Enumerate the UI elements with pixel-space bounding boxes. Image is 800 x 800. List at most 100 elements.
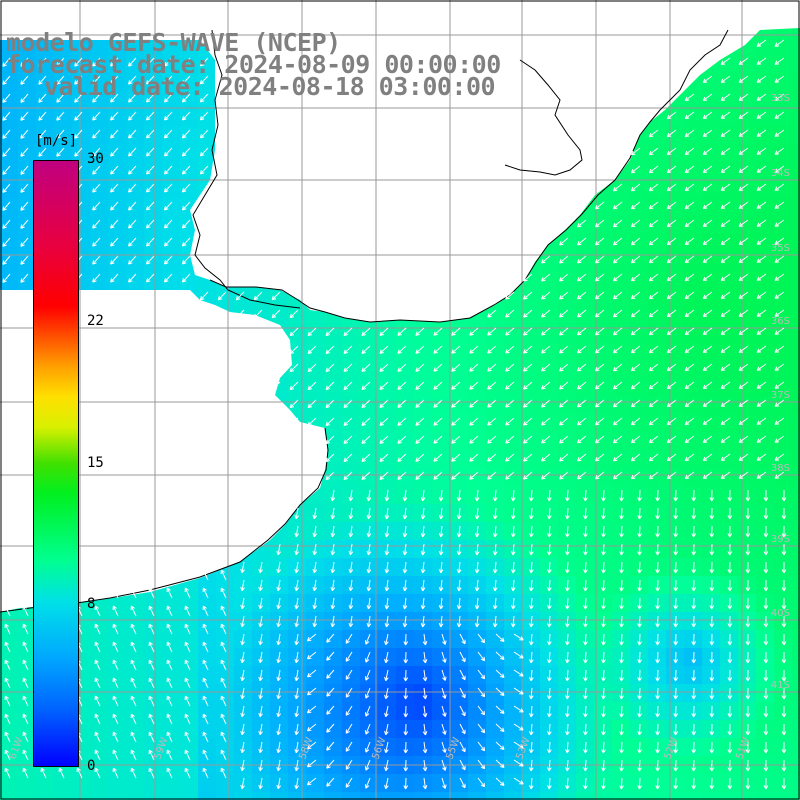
wind-arrow	[184, 731, 191, 743]
wind-arrow	[709, 543, 715, 556]
wind-arrow	[738, 201, 749, 209]
wind-arrow	[459, 705, 466, 717]
wind-arrow	[709, 615, 715, 628]
wind-arrow	[709, 705, 715, 718]
wind-arrow	[702, 93, 713, 102]
wind-arrow	[774, 471, 785, 479]
wind-arrow	[306, 669, 317, 678]
wind-arrow	[289, 399, 299, 409]
wind-arrow	[148, 587, 155, 599]
wind-arrow	[745, 741, 751, 754]
wind-arrow	[163, 129, 173, 139]
wind-arrow	[630, 201, 641, 210]
wind-arrow	[495, 669, 505, 678]
wind-arrow	[276, 597, 282, 610]
wind-arrow	[594, 453, 605, 462]
wind-arrow	[220, 641, 227, 653]
wind-arrow	[583, 651, 588, 664]
wind-arrow	[702, 147, 713, 156]
wind-arrow	[330, 507, 336, 520]
wind-arrow	[92, 255, 101, 265]
wind-arrow	[702, 165, 713, 174]
wind-arrow	[576, 237, 587, 246]
wind-arrow	[763, 615, 769, 628]
wind-arrow	[202, 695, 209, 707]
wind-arrow	[202, 605, 209, 617]
wind-arrow	[477, 705, 486, 716]
wind-arrow	[666, 147, 677, 156]
wind-arrow	[619, 489, 624, 502]
wind-arrow	[619, 759, 624, 772]
wind-arrow	[547, 633, 552, 646]
wind-arrow	[220, 695, 227, 707]
wind-arrow	[673, 759, 679, 772]
wind-arrow	[348, 507, 354, 520]
wind-arrow	[22, 605, 29, 617]
wind-arrow	[702, 273, 713, 282]
wind-arrow	[112, 605, 119, 617]
wind-arrow	[384, 633, 389, 646]
wind-arrow	[738, 291, 749, 299]
wind-arrow	[673, 489, 679, 502]
wind-arrow	[128, 219, 137, 229]
wind-arrow	[655, 651, 660, 664]
wind-arrow	[148, 677, 155, 689]
wind-arrow	[217, 291, 227, 301]
wind-arrow	[477, 651, 486, 662]
wind-arrow	[474, 579, 480, 592]
wind-arrow	[612, 435, 623, 444]
wind-arrow	[402, 579, 408, 592]
wind-arrow	[199, 57, 209, 67]
wind-arrow	[441, 633, 447, 645]
wind-arrow	[630, 147, 641, 156]
wind-arrow	[402, 561, 408, 574]
wind-arrow	[397, 363, 407, 372]
wind-arrow	[738, 165, 749, 173]
wind-arrow	[38, 57, 47, 67]
wind-arrow	[402, 597, 408, 610]
wind-arrow	[433, 417, 443, 426]
wind-arrow	[415, 381, 425, 390]
wind-arrow	[720, 111, 731, 120]
wind-arrow	[276, 633, 282, 646]
wind-arrow	[364, 687, 371, 699]
wind-arrow	[294, 615, 300, 628]
wind-arrow	[619, 777, 624, 790]
wind-arrow	[559, 255, 569, 264]
wind-arrow	[684, 237, 695, 246]
wind-arrow	[648, 165, 659, 174]
wind-arrow	[673, 777, 679, 790]
wind-arrow	[326, 723, 335, 733]
wind-arrow	[258, 741, 263, 754]
wind-arrow	[166, 659, 173, 671]
wind-arrow	[128, 201, 137, 211]
wind-arrow	[709, 651, 715, 664]
wind-arrow	[326, 759, 335, 769]
wind-arrow	[110, 75, 119, 85]
wind-arrow	[666, 237, 677, 246]
wind-arrow	[547, 489, 552, 502]
wind-arrow	[456, 543, 462, 556]
wind-arrow	[4, 623, 11, 635]
wind-arrow	[181, 75, 191, 85]
wind-arrow	[487, 453, 497, 462]
wind-arrow	[4, 731, 11, 743]
wind-arrow	[774, 147, 785, 155]
wind-arrow	[576, 291, 587, 300]
wind-arrow	[253, 309, 263, 319]
wind-arrow	[513, 777, 524, 785]
wind-arrow	[402, 507, 408, 520]
wind-arrow	[477, 687, 486, 698]
wind-arrow	[345, 651, 353, 662]
wind-arrow	[258, 723, 263, 736]
wind-arrow	[673, 633, 679, 646]
wind-arrow	[146, 201, 155, 211]
wind-arrow	[691, 579, 697, 592]
wind-arrow	[240, 777, 245, 790]
wind-arrow	[648, 327, 659, 336]
wind-arrow	[781, 651, 787, 664]
wind-arrow	[738, 147, 749, 155]
wind-arrow	[648, 471, 659, 480]
colorbar-tick-label: 22	[87, 312, 104, 329]
wind-arrow	[576, 255, 587, 264]
